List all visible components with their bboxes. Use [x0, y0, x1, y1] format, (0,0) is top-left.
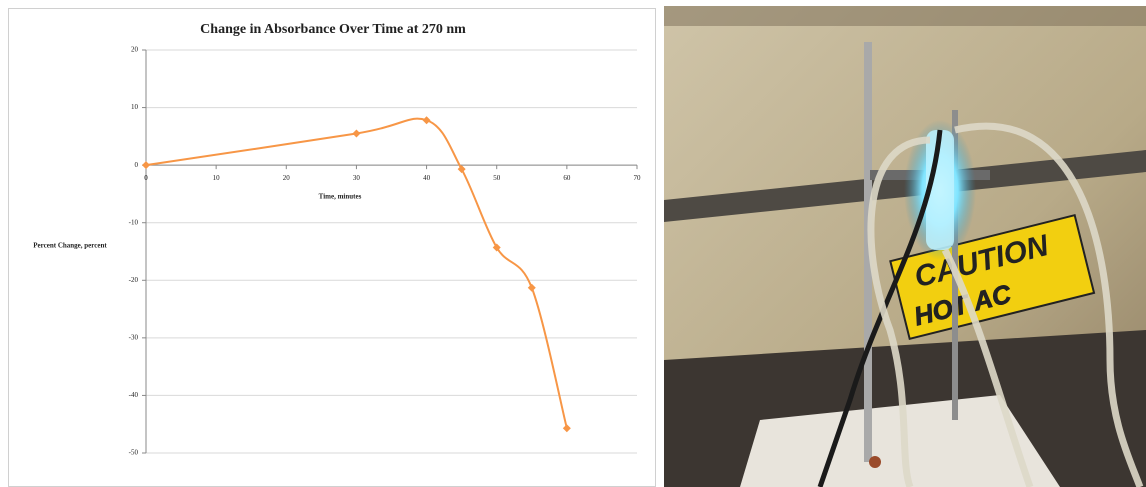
screen: Change in Absorbance Over Time at 270 nm… [0, 0, 1146, 487]
photo-shadow [664, 6, 1146, 26]
y-tick-label: 20 [131, 46, 139, 54]
y-tick-label: -40 [129, 391, 139, 399]
y-tick-label: 10 [131, 103, 139, 111]
chart-title: Change in Absorbance Over Time at 270 nm [200, 22, 466, 37]
x-tick-label: 0 [144, 174, 148, 182]
photo: CAUTION HOT AC [664, 6, 1146, 487]
x-tick-label: 60 [563, 174, 571, 182]
page: Change in Absorbance Over Time at 270 nm… [0, 0, 1146, 487]
y-tick-label: -10 [129, 218, 139, 226]
x-tick-label: 20 [283, 174, 291, 182]
y-tick-label: 0 [135, 161, 139, 169]
y-axis-label: Percent Change, percent [33, 242, 107, 250]
x-tick-label: 50 [493, 174, 501, 182]
rod-base [869, 456, 881, 468]
x-tick-label: 30 [353, 174, 361, 182]
x-axis-label: Time, minutes [319, 193, 362, 201]
x-tick-label: 70 [634, 174, 642, 182]
x-tick-label: 40 [423, 174, 431, 182]
y-tick-label: -30 [129, 333, 139, 341]
y-tick-label: -20 [129, 276, 139, 284]
y-tick-label: -50 [129, 449, 139, 457]
x-tick-label: 10 [213, 174, 221, 182]
